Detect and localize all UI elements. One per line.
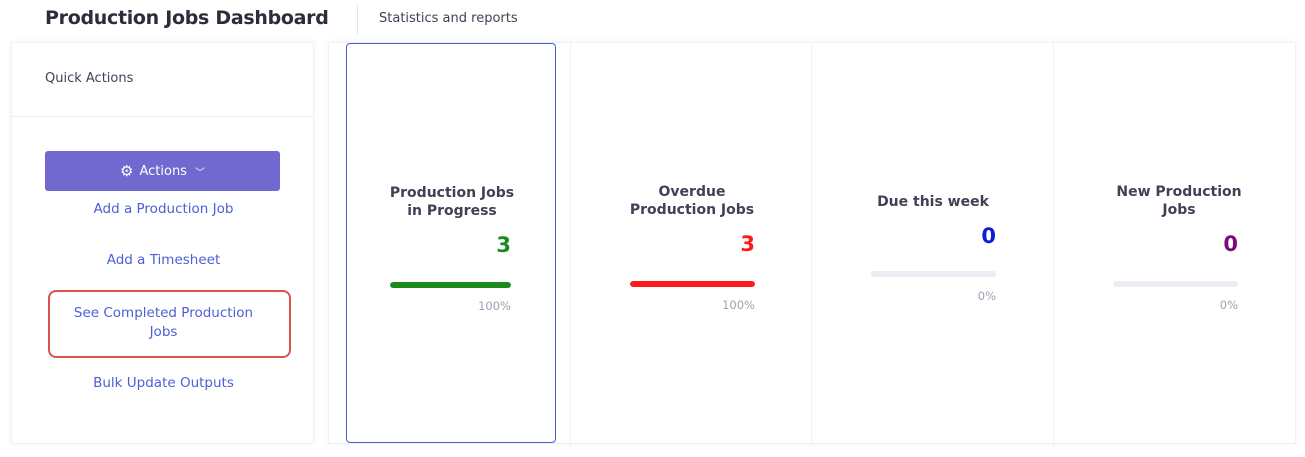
stat-value: 0 — [981, 224, 996, 248]
statistics-panel: Production Jobs in Progress 3 100% Overd… — [328, 42, 1297, 445]
stat-title: Due this week — [877, 194, 989, 210]
chevron-down-icon: ﹀ — [194, 167, 205, 179]
gear-icon: ⚙ — [120, 161, 134, 180]
stat-card-due-this-week[interactable]: Due this week 0 0% — [812, 43, 1054, 445]
quick-actions-title: Quick Actions — [12, 43, 313, 117]
progress-bar — [630, 281, 755, 287]
stat-title: New Production Jobs — [1116, 184, 1242, 218]
add-production-job-link[interactable]: Add a Production Job — [93, 201, 234, 217]
stat-value: 3 — [740, 232, 755, 256]
progress-bar — [390, 282, 511, 288]
stat-percent: 100% — [478, 299, 511, 313]
bulk-update-outputs-link[interactable]: Bulk Update Outputs — [93, 375, 234, 391]
page-title: Production Jobs Dashboard — [45, 7, 329, 29]
page-header: Production Jobs Dashboard Statistics and… — [0, 0, 1305, 40]
stat-percent: 0% — [1219, 298, 1238, 312]
stat-card-in-progress[interactable]: Production Jobs in Progress 3 100% — [346, 43, 556, 443]
stat-card-new[interactable]: New Production Jobs 0 0% — [1054, 43, 1297, 445]
actions-dropdown-button[interactable]: ⚙ Actions ﹀ — [45, 151, 280, 191]
stat-percent: 100% — [722, 298, 755, 312]
stat-percent: 0% — [977, 289, 996, 303]
actions-button-label: Actions — [139, 163, 187, 179]
progress-bar-fill — [630, 281, 755, 287]
stat-value: 3 — [496, 233, 511, 257]
page-subtitle: Statistics and reports — [379, 11, 518, 26]
progress-bar — [871, 271, 996, 277]
progress-bar-fill — [390, 282, 511, 288]
see-completed-production-jobs-link[interactable]: See Completed Production Jobs — [73, 305, 254, 340]
header-separator — [357, 5, 358, 35]
stat-card-overdue[interactable]: Overdue Production Jobs 3 100% — [570, 43, 812, 445]
stat-title: Production Jobs in Progress — [389, 185, 515, 219]
progress-bar — [1113, 281, 1238, 287]
stat-title: Overdue Production Jobs — [629, 184, 755, 218]
quick-actions-card: Quick Actions ⚙ Actions ﹀ Add a Producti… — [11, 42, 314, 444]
stat-value: 0 — [1223, 232, 1238, 256]
add-timesheet-link[interactable]: Add a Timesheet — [106, 252, 221, 268]
